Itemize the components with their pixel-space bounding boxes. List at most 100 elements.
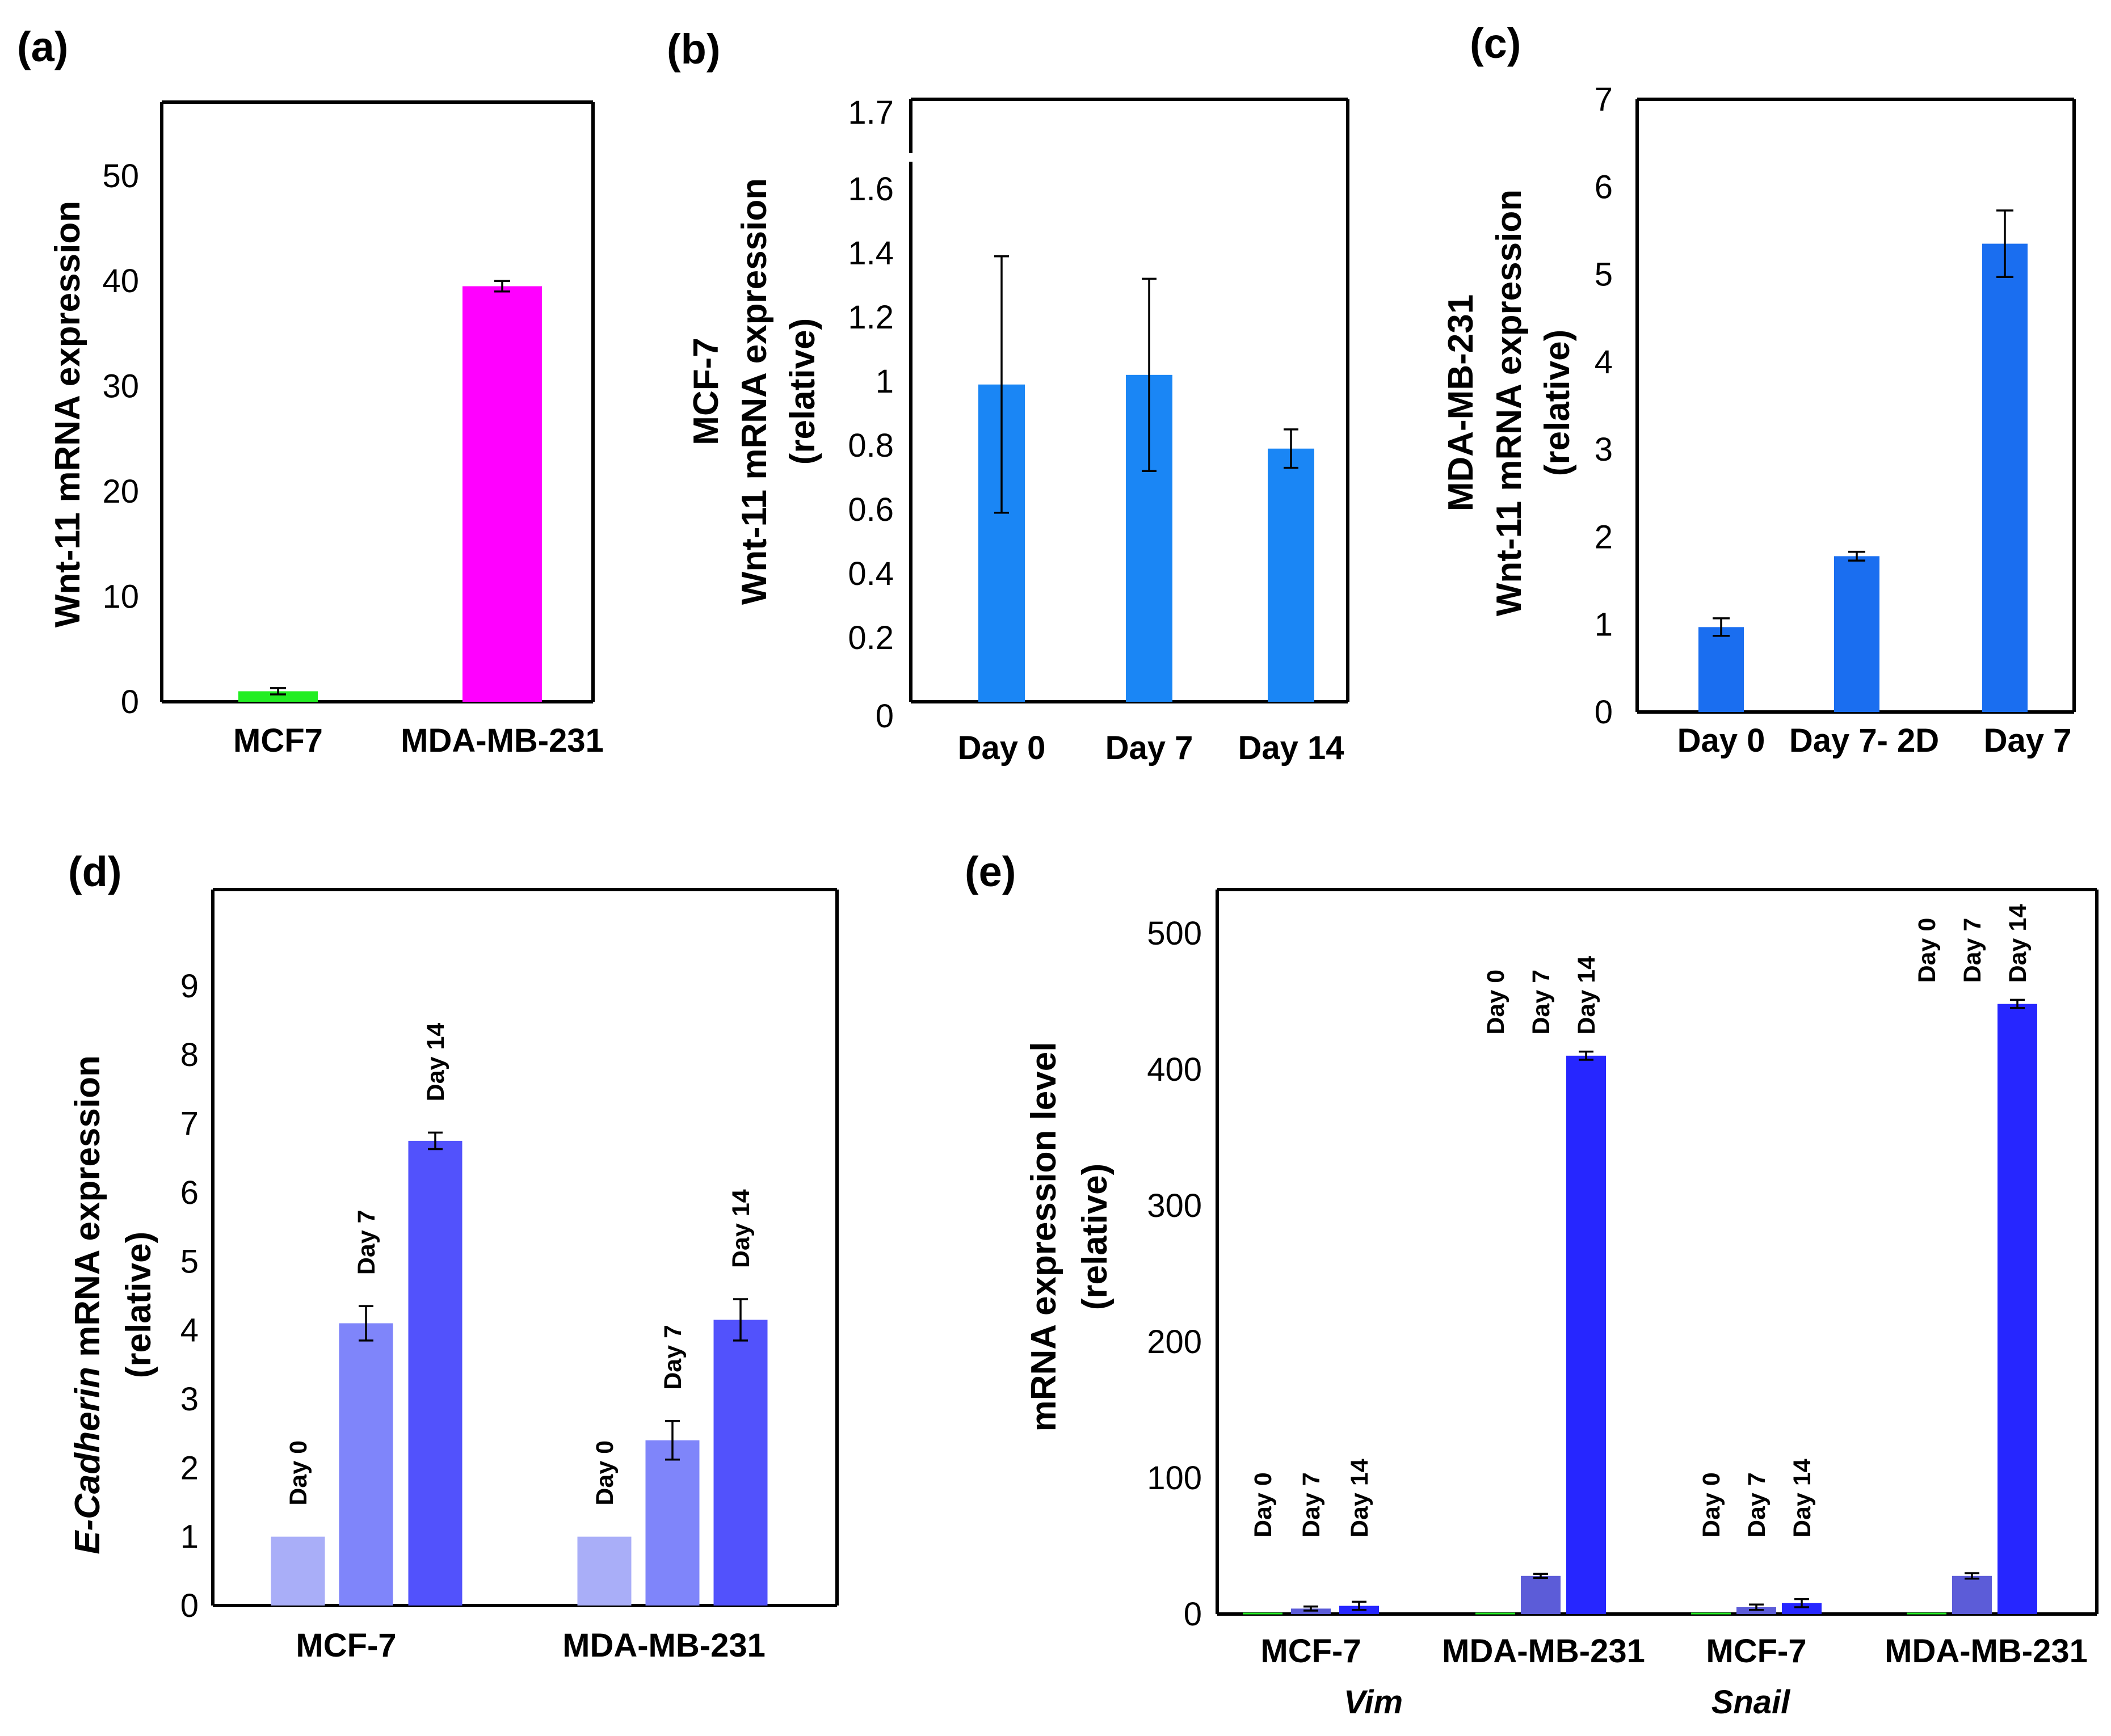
- panel-a-ytick-5: 50: [102, 158, 139, 195]
- panel-c-ylabel-line1: MDA-MB-231: [1441, 294, 1481, 511]
- panel-c-ytick-4: 4: [1595, 344, 1613, 381]
- panel-e-group-label-1: Snail: [1711, 1684, 1791, 1721]
- panel-b-xtick-1: Day 7: [1105, 730, 1193, 766]
- panel-e-group-3-bar-0-label: Day 0: [1914, 918, 1941, 983]
- panel-e-group-1-bar-0: [1475, 1612, 1515, 1615]
- panel-d-ytick-7: 7: [180, 1106, 199, 1143]
- panel-c-ytick-1: 1: [1595, 606, 1613, 643]
- panel-a-ytick-4: 40: [102, 263, 139, 300]
- panel-e-group-3-bar-0: [1907, 1612, 1946, 1615]
- panel-e-group-2-bar-1-label: Day 7: [1743, 1472, 1771, 1537]
- panel-d-ylabel-rest: mRNA expression: [68, 1055, 107, 1367]
- panel-e-xtick-2: MCF-7: [1706, 1633, 1806, 1670]
- panel-b-label: (b): [667, 26, 721, 73]
- panel-d-group-0-bar-0: [271, 1536, 325, 1606]
- panel-b-ytick-3: 0.6: [848, 491, 894, 528]
- panel-d-group-0-bar-1-label: Day 7: [353, 1210, 380, 1275]
- panel-a-bar-1: [462, 286, 542, 702]
- panel-a-ytick-3: 30: [102, 368, 139, 405]
- panel-b-xtick-2: Day 14: [1238, 730, 1344, 766]
- panel-e-ytick-4: 400: [1147, 1051, 1202, 1088]
- panel-b-ylabel-line3: (relative): [783, 318, 822, 465]
- panel-d-group-1-bar-1: [645, 1440, 700, 1606]
- panel-d-group-1-bar-0: [577, 1536, 632, 1606]
- panel-e-group-1-bar-1: [1521, 1575, 1561, 1614]
- panel-d-group-1-bar-0-label: Day 0: [591, 1440, 619, 1506]
- panel-c-bar-2: [1982, 243, 2028, 713]
- panel-e-ytick-2: 200: [1147, 1324, 1202, 1360]
- panel-e-xtick-3: MDA-MB-231: [1885, 1633, 2088, 1670]
- panel-c-xtick-2: Day 7: [1984, 722, 2072, 759]
- panel-d-ytick-3: 3: [180, 1381, 199, 1418]
- panel-e-group-0-bar-1-label: Day 7: [1298, 1472, 1325, 1537]
- panel-e-group-2-bar-2: [1782, 1603, 1822, 1614]
- panel-d-group-1-bar-1-label: Day 7: [659, 1325, 687, 1390]
- panel-d-ytick-2: 2: [180, 1450, 199, 1486]
- panel-a-xtick-1: MDA-MB-231: [401, 722, 604, 759]
- panel-e-group-1-bar-0-label: Day 0: [1482, 970, 1509, 1035]
- panel-c-ytick-5: 5: [1595, 256, 1613, 293]
- panel-e-group-1-bar-2-label: Day 14: [1573, 956, 1600, 1035]
- panel-e-group-1-bar-1-label: Day 7: [1528, 970, 1555, 1035]
- panel-e-ylabel-line2: (relative): [1075, 1164, 1115, 1310]
- panel-c-label: (c): [1470, 20, 1521, 67]
- panel-c-xtick-1: Day 7- 2D: [1789, 722, 1939, 759]
- panel-e-label: (e): [965, 848, 1016, 895]
- panel-e-group-1-bar-2: [1566, 1055, 1606, 1614]
- panel-a-bar-0: [238, 691, 318, 702]
- panel-c-ytick-0: 0: [1595, 694, 1613, 731]
- panel-e-group-3-bar-2: [1998, 1004, 2037, 1614]
- panel-e-group-label-0: Vim: [1344, 1684, 1403, 1721]
- panel-d-group-0-bar-2-label: Day 14: [422, 1023, 449, 1102]
- panel-a-ytick-2: 20: [102, 473, 139, 510]
- panel-d-xtick-1: MDA-MB-231: [562, 1627, 766, 1664]
- panel-b-ytick-2: 0.4: [848, 555, 894, 592]
- panel-c-chart: (c) MDA-MB-231 Wnt-11 mRNA expression (r…: [1441, 20, 2076, 759]
- panel-e-group-3-bar-1: [1952, 1575, 1992, 1614]
- panel-e-group-3-bar-2-label: Day 14: [2004, 904, 2032, 983]
- panel-c-bar-0: [1698, 627, 1744, 712]
- panel-d-ytick-9: 9: [180, 968, 199, 1005]
- panel-e-ytick-5: 500: [1147, 915, 1202, 952]
- panel-e-group-0-bar-2-label: Day 14: [1346, 1459, 1373, 1537]
- panel-b-ytick-0: 0: [876, 698, 894, 735]
- panel-b-ytick-4: 0.8: [848, 427, 894, 464]
- panel-d-group-1-bar-2: [713, 1320, 768, 1606]
- panel-d-chart: (d) E-Cadherin mRNA expression (relative…: [68, 848, 839, 1664]
- panel-d-group-0-bar-2: [408, 1140, 462, 1606]
- panel-e-group-2-bar-2-label: Day 14: [1789, 1459, 1816, 1537]
- panel-c-ytick-3: 3: [1595, 431, 1613, 468]
- panel-e-group-0-bar-0-label: Day 0: [1250, 1472, 1277, 1537]
- panel-d-group-1-bar-2-label: Day 14: [728, 1189, 755, 1268]
- panel-d-group-0-bar-0-label: Day 0: [285, 1440, 312, 1506]
- panel-a-chart: (a) Wnt-11 mRNA expression 0 10 20 30 40 50 MC…: [17, 23, 604, 759]
- panel-b-ytick-6: 1.2: [848, 299, 894, 336]
- panel-b-ylabel-line2: Wnt-11 mRNA expression: [735, 178, 774, 605]
- panel-b-ytick-1: 0.2: [848, 620, 894, 656]
- panel-d-ytick-5: 5: [180, 1243, 199, 1280]
- panel-b-ytick-5: 1: [876, 363, 894, 400]
- panel-d-xtick-0: MCF-7: [296, 1627, 396, 1664]
- panel-e-xtick-0: MCF-7: [1260, 1633, 1361, 1670]
- panel-b-ytick-8: 1.6: [848, 171, 894, 208]
- panel-a-ytick-0: 0: [121, 684, 139, 720]
- panel-c-bar-1: [1834, 556, 1879, 712]
- panel-b-ytick-7: 1.4: [848, 235, 894, 272]
- panel-b-xtick-0: Day 0: [958, 730, 1046, 766]
- panel-e-group-2-bar-0: [1691, 1612, 1731, 1615]
- panel-c-ytick-2: 2: [1595, 519, 1613, 555]
- panel-d-ytick-1: 1: [180, 1519, 199, 1556]
- panel-d-ytick-0: 0: [180, 1587, 199, 1624]
- panel-e-group-2-bar-0-label: Day 0: [1698, 1472, 1725, 1537]
- panel-e-ytick-1: 100: [1147, 1460, 1202, 1497]
- panel-c-ylabel-line3: (relative): [1538, 330, 1577, 476]
- panel-d-ylabel-italic: E-Cadherin: [68, 1367, 107, 1554]
- panel-d-label: (d): [68, 848, 122, 895]
- panel-a-label: (a): [17, 23, 68, 70]
- panel-a-ytick-1: 10: [102, 579, 139, 616]
- panel-e-xtick-1: MDA-MB-231: [1442, 1633, 1645, 1670]
- panel-e-group-0-bar-0: [1243, 1612, 1282, 1615]
- panel-e-ytick-3: 300: [1147, 1187, 1202, 1224]
- panel-e-ylabel-line1: mRNA expression level: [1024, 1042, 1063, 1432]
- panel-e-chart: (e) mRNA expression level (relative) 0 10…: [965, 848, 2099, 1721]
